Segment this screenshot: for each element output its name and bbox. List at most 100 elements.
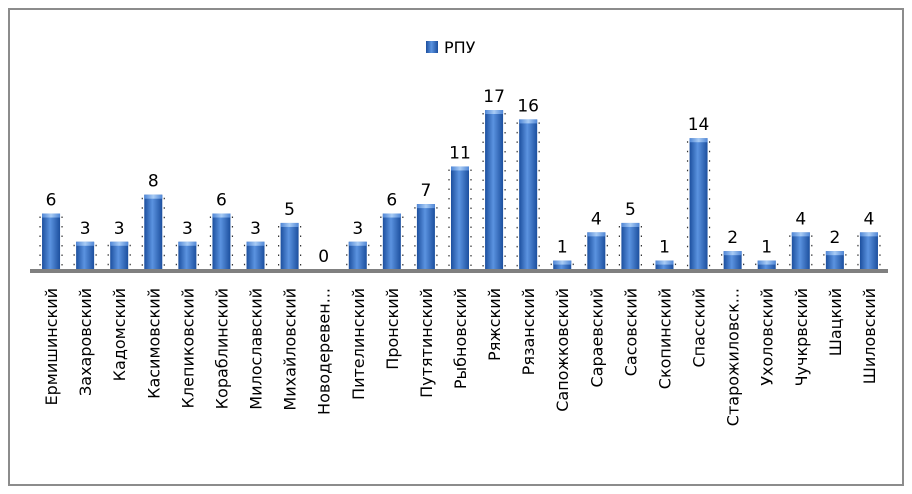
bar-top <box>144 194 163 199</box>
bar-top <box>416 204 435 209</box>
data-label: 1 <box>761 238 772 258</box>
category-label: Сараевский <box>587 288 606 387</box>
category-label: Касимовский <box>144 288 163 399</box>
bar <box>621 222 640 270</box>
bar-top <box>587 232 606 237</box>
data-label: 5 <box>625 200 636 220</box>
data-label: 6 <box>386 191 397 211</box>
category-label: Рыбновский <box>451 288 470 389</box>
category-label: Спасский <box>690 288 709 368</box>
bar <box>280 222 299 270</box>
bar-top <box>689 138 708 143</box>
data-label: 4 <box>591 209 602 229</box>
category-label: Михайловский <box>281 288 300 411</box>
bar <box>485 110 504 270</box>
category-label: Рязанский <box>519 288 538 375</box>
category-label: Скопинский <box>655 288 674 389</box>
bar-top <box>791 232 810 237</box>
data-label: 3 <box>182 219 193 239</box>
data-label: 17 <box>483 87 505 107</box>
category-label: Захаровский <box>76 288 95 396</box>
data-label: 7 <box>421 181 432 201</box>
category-label: Кораблинский <box>212 288 231 409</box>
bar <box>178 241 197 270</box>
bar <box>689 138 708 270</box>
bar <box>212 213 231 270</box>
bar <box>519 119 538 270</box>
bar <box>825 251 844 270</box>
bar <box>757 260 776 270</box>
category-label: Уxоловский <box>758 288 777 386</box>
data-label: 2 <box>727 228 738 248</box>
data-label: 6 <box>46 191 57 211</box>
bar <box>859 232 878 270</box>
category-label: Путятинский <box>417 288 436 398</box>
bar <box>42 213 61 270</box>
data-label: 16 <box>517 96 539 116</box>
bar <box>110 241 129 270</box>
data-label: 11 <box>449 143 471 163</box>
category-label: Ряжский <box>485 288 504 361</box>
legend-swatch <box>426 41 438 53</box>
bar <box>553 260 572 270</box>
legend: РПУ <box>426 38 476 57</box>
category-label: Старожиловск... <box>724 288 743 426</box>
category-label: Клепиковский <box>178 288 197 408</box>
bar-top <box>42 213 61 218</box>
bar-top <box>348 241 367 246</box>
legend-label: РПУ <box>444 38 476 57</box>
bar-top <box>178 241 197 246</box>
data-label: 2 <box>829 228 840 248</box>
category-label: Сасовский <box>621 288 640 376</box>
bar-top <box>655 260 674 265</box>
bar-top <box>212 213 231 218</box>
data-label: 3 <box>114 219 125 239</box>
bar-top <box>723 251 742 256</box>
bar <box>723 251 742 270</box>
labels-layer: 6 Ермишинский 3 Захаровский 3 Кадомский 8 Касим… <box>42 87 879 426</box>
bar <box>382 213 401 270</box>
category-label: Новодеревен... <box>315 288 334 415</box>
category-label: Пителинский <box>349 288 368 400</box>
bar-top <box>621 222 640 227</box>
data-label: 3 <box>250 219 261 239</box>
category-label: Кадомский <box>110 288 129 381</box>
data-label: 0 <box>318 247 329 267</box>
bar-top <box>382 213 401 218</box>
bar-top <box>280 222 299 227</box>
bar <box>348 241 367 270</box>
bar <box>76 241 95 270</box>
bar <box>246 241 265 270</box>
data-label: 1 <box>659 238 670 258</box>
bar-top <box>246 241 265 246</box>
data-label: 14 <box>688 115 710 135</box>
category-label: Сапожковский <box>553 288 572 412</box>
bar <box>587 232 606 270</box>
data-label: 3 <box>80 219 91 239</box>
bar-top <box>485 110 504 114</box>
category-label: Милославский <box>247 288 266 410</box>
category-label: Шиловский <box>860 288 879 384</box>
bar-top <box>110 241 129 246</box>
data-label: 1 <box>557 238 568 258</box>
category-label: Шацкий <box>826 288 845 356</box>
bar <box>655 260 674 270</box>
category-label: Пронский <box>383 288 402 370</box>
bar <box>144 194 163 270</box>
data-label: 3 <box>352 219 363 239</box>
bar <box>416 204 435 270</box>
category-label: Чучкрвский <box>792 288 811 386</box>
data-label: 8 <box>148 172 159 192</box>
bar-top <box>757 260 776 265</box>
data-label: 4 <box>795 209 806 229</box>
bar-top <box>859 232 878 237</box>
bar-top <box>76 241 95 246</box>
data-label: 4 <box>864 209 875 229</box>
bars-layer <box>39 110 881 270</box>
bar <box>451 166 469 270</box>
category-label: Ермишинский <box>42 288 61 406</box>
bar-top <box>553 260 572 265</box>
data-label: 5 <box>284 200 295 220</box>
bar <box>791 232 810 270</box>
